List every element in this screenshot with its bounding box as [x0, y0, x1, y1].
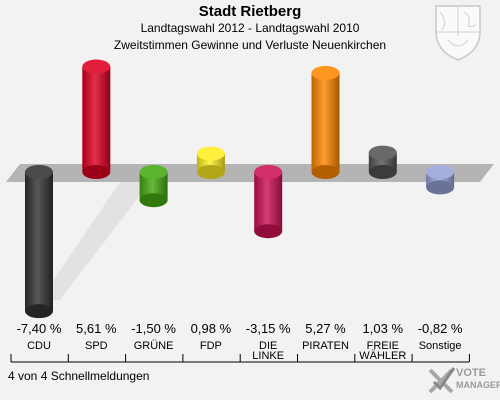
bar-sonstige [426, 165, 455, 195]
bar-piraten [311, 65, 340, 179]
baseline-shadow [40, 182, 150, 300]
value-label-fdp: 0,98 % [191, 321, 232, 336]
category-label-freie-wähler: FREIE [367, 340, 399, 352]
value-label-cdu: -7,40 % [17, 321, 62, 336]
value-label-spd: 5,61 % [76, 321, 117, 336]
bar-bottom-cap [254, 224, 283, 239]
bar-top-cap [254, 165, 283, 179]
bar-bottom-cap [82, 165, 111, 179]
bar-top-cap [368, 145, 397, 160]
category-label-piraten: PIRATEN [302, 340, 349, 352]
chart-caption: Zweitstimmen Gewinne und Verluste Neuenk… [113, 38, 387, 52]
category-label-die-linke: DIE [259, 340, 277, 352]
bar-top-cap [311, 65, 340, 80]
baseline-plane [6, 164, 494, 182]
category-label-fdp: FDP [200, 340, 222, 352]
check-icon [428, 367, 456, 394]
category-label-spd: SPD [85, 340, 108, 352]
bar-die-linke [254, 165, 283, 239]
bar-top-cap [139, 165, 168, 179]
category-label-grüne: GRÜNE [134, 340, 174, 352]
bar-grüne [139, 165, 168, 208]
bar-body [25, 172, 53, 312]
bar-bottom-cap [25, 304, 53, 319]
value-label-grüne: -1,50 % [131, 321, 176, 336]
bar-top-cap [196, 146, 225, 161]
bar-top-cap [25, 165, 53, 179]
logo-text-vote: VOTE [456, 367, 486, 379]
bar-bottom-cap [368, 165, 397, 179]
category-label-die-linke: LINKE [252, 350, 284, 362]
bar-bottom-cap [196, 165, 225, 179]
value-label-freie-wähler: 1,03 % [363, 321, 404, 336]
page-subtitle: Landtagswahl 2012 - Landtagswahl 2010 [140, 21, 360, 35]
value-label-die-linke: -3,15 % [246, 321, 291, 336]
bar-bottom-cap [311, 165, 340, 179]
page-title: Stadt Rietberg [198, 3, 302, 20]
category-label-cdu: CDU [27, 340, 51, 352]
footer-status: 4 von 4 Schnellmeldungen [8, 369, 150, 383]
category-label-freie-wähler: WÄHLER [359, 350, 406, 362]
bar-bottom-cap [139, 193, 168, 208]
bar-fdp [196, 146, 225, 179]
bar-cdu [25, 165, 53, 319]
bar-top-cap [82, 59, 111, 74]
nrw-crest-icon [435, 5, 481, 61]
bar-spd [82, 59, 111, 179]
category-label-sonstige: Sonstige [419, 340, 462, 352]
value-label-piraten: 5,27 % [305, 321, 346, 336]
bar-body [311, 72, 340, 172]
bar-body [254, 172, 283, 232]
votemanager-logo: VOTE MANAGER [426, 362, 500, 396]
bar-bottom-cap [426, 180, 455, 195]
bar-body [82, 66, 111, 172]
logo-text-manager: MANAGER [456, 380, 500, 390]
bar-freie-wähler [368, 145, 397, 179]
bar-top-cap [426, 165, 455, 179]
value-label-sonstige: -0,82 % [418, 321, 463, 336]
